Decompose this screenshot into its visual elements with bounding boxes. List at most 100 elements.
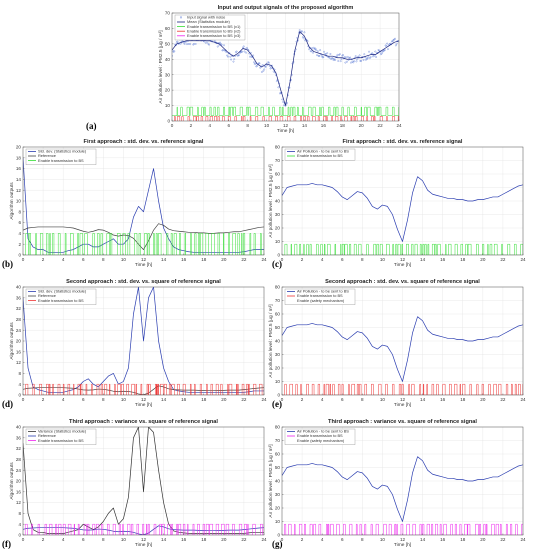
- y-tick-label: 0: [277, 393, 280, 398]
- x-tick-label: 24: [520, 257, 526, 262]
- x-tick-label: 4: [62, 537, 65, 542]
- y-tick-label: 50: [165, 41, 171, 46]
- data-point: [235, 50, 238, 53]
- data-point: [261, 64, 264, 66]
- y-axis-label: Air pollution level : PM2.5 [μg / m³]: [268, 304, 274, 377]
- x-tick-label: 18: [201, 257, 207, 262]
- y-tick-label: 10: [275, 379, 281, 384]
- legend-entry: Enable transmission to BS (v3): [187, 33, 241, 38]
- x-tick-label: 4: [209, 123, 212, 128]
- x-tick-label: 0: [171, 123, 174, 128]
- legend-swatch: [180, 16, 182, 19]
- series-layer: [23, 157, 264, 255]
- y-tick-label: 4: [18, 231, 21, 236]
- data-point: [253, 61, 255, 64]
- y-tick-label: 70: [275, 298, 281, 303]
- x-tick-label: 24: [520, 397, 526, 402]
- data-point: [365, 57, 368, 60]
- y-tick-label: 60: [165, 26, 171, 31]
- data-point: [302, 37, 305, 40]
- data-point: [391, 40, 393, 43]
- data-point: [383, 49, 386, 51]
- data-point: [208, 43, 210, 46]
- data-point: [249, 55, 251, 58]
- data-point: [223, 49, 226, 52]
- data-point: [313, 46, 315, 49]
- data-point: [324, 53, 327, 55]
- legend-entry: Air Pollution - to be sent to BS: [297, 149, 349, 154]
- y-tick-label: 20: [16, 339, 22, 344]
- y-tick-label: 30: [275, 212, 281, 217]
- y-tick-label: 40: [275, 339, 281, 344]
- legend-box: [284, 428, 356, 445]
- x-axis-label: Time [h]: [394, 262, 411, 268]
- x-tick-label: 2: [42, 397, 45, 402]
- y-axis-label: Algorithm outputs: [9, 322, 15, 360]
- x-tick-label: 0: [22, 257, 25, 262]
- x-tick-label: 24: [520, 537, 526, 542]
- y-tick-label: 0: [18, 533, 21, 538]
- data-point: [331, 57, 333, 59]
- data-point: [371, 52, 374, 55]
- y-tick-label: 40: [165, 57, 171, 62]
- x-tick-label: 22: [500, 537, 506, 542]
- x-tick-label: 22: [500, 257, 506, 262]
- data-point: [187, 43, 190, 45]
- y-tick-label: 20: [275, 226, 281, 231]
- x-axis-label: Time [h]: [394, 542, 411, 548]
- data-point: [282, 101, 284, 103]
- x-tick-label: 4: [62, 397, 65, 402]
- data-point: [374, 50, 377, 53]
- x-tick-label: 0: [281, 537, 284, 542]
- data-point: [394, 37, 396, 40]
- legend: Std. dev. (Statistics module)ReferenceEn…: [25, 149, 97, 165]
- x-tick-label: 24: [261, 257, 267, 262]
- data-point: [394, 44, 397, 47]
- data-point: [385, 45, 388, 48]
- x-axis-label: Time [h]: [135, 542, 152, 548]
- x-tick-label: 14: [420, 257, 426, 262]
- x-tick-label: 16: [181, 537, 187, 542]
- chart-title: Input and output signals of the proposed…: [218, 5, 354, 11]
- x-tick-label: 20: [359, 123, 365, 128]
- x-tick-label: 22: [241, 397, 247, 402]
- y-axis-label: Air pollution level : PM2.5 [μg / m³]: [268, 444, 274, 517]
- x-tick-label: 12: [400, 257, 406, 262]
- x-tick-label: 14: [161, 397, 167, 402]
- x-tick-label: 20: [480, 397, 486, 402]
- data-point: [225, 51, 228, 53]
- chart-f: 0 2 4 6 8 10 12 14 16 18 20 22 240481216202428323640…: [2, 419, 267, 549]
- y-tick-label: 16: [16, 489, 22, 494]
- legend-entry: Enable transmission to BS (v1): [187, 24, 241, 29]
- y-tick-label: 80: [275, 145, 281, 150]
- legend-entry: Reference: [38, 153, 56, 158]
- legend-entry: Reference: [38, 293, 56, 298]
- data-point: [336, 53, 339, 56]
- data-point: [350, 61, 352, 64]
- data-point: [242, 45, 245, 48]
- data-point: [315, 49, 318, 51]
- data-point: [386, 42, 389, 45]
- legend-entry: Reference: [38, 433, 56, 438]
- y-tick-label: 28: [16, 317, 22, 322]
- data-point: [193, 43, 195, 45]
- y-tick-label: 80: [275, 285, 281, 290]
- x-tick-label: 12: [141, 257, 147, 262]
- data-point: [359, 60, 362, 62]
- data-point: [252, 54, 255, 57]
- x-tick-label: 4: [321, 397, 324, 402]
- series-0-line: [282, 456, 523, 522]
- x-tick-label: 16: [440, 397, 446, 402]
- data-point: [318, 55, 321, 57]
- x-tick-label: 10: [380, 537, 386, 542]
- chart-title: Third approach : variance vs. square of …: [328, 419, 477, 425]
- legend-entry: Enable transmission to BS (v2): [187, 28, 241, 33]
- y-tick-label: 0: [277, 253, 280, 258]
- legend-box: [284, 148, 356, 161]
- y-tick-label: 10: [165, 103, 171, 108]
- x-tick-label: 24: [396, 123, 402, 128]
- data-point: [275, 80, 278, 83]
- legend-entry: Std. dev. (Statistics module): [38, 149, 87, 154]
- y-tick-label: 6: [18, 220, 21, 225]
